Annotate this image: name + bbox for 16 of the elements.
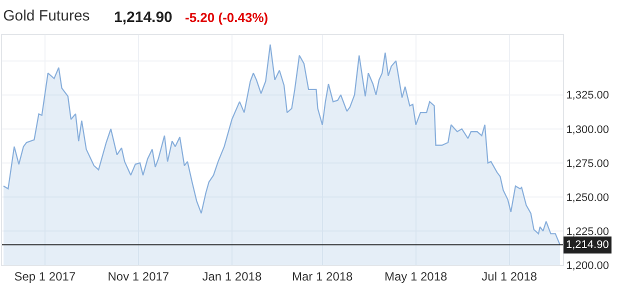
y-tick-label: 1,325.00 <box>566 90 610 102</box>
x-tick-label: Nov 1 2017 <box>108 269 170 284</box>
chart-title: Gold Futures <box>3 8 90 24</box>
y-tick-label: 1,200.00 <box>566 260 610 272</box>
y-tick-label: 1,300.00 <box>566 124 610 136</box>
x-tick-label: May 1 2018 <box>384 269 448 284</box>
text: -5.20 (-0.43%) <box>185 10 268 25</box>
y-tick-label: 1,275.00 <box>566 158 610 170</box>
text: 1,214.90 <box>114 9 172 26</box>
x-tick-label: Sep 1 2017 <box>14 269 76 284</box>
y-tick-label: 1,225.00 <box>566 226 610 238</box>
x-tick-label: Mar 1 2018 <box>292 269 354 284</box>
ref-line-label: 1,214.90 <box>566 239 609 251</box>
y-tick-label: 1,250.00 <box>566 192 610 204</box>
x-tick-label: Jul 1 2018 <box>482 269 538 284</box>
x-tick-label: Jan 1 2018 <box>202 269 262 284</box>
